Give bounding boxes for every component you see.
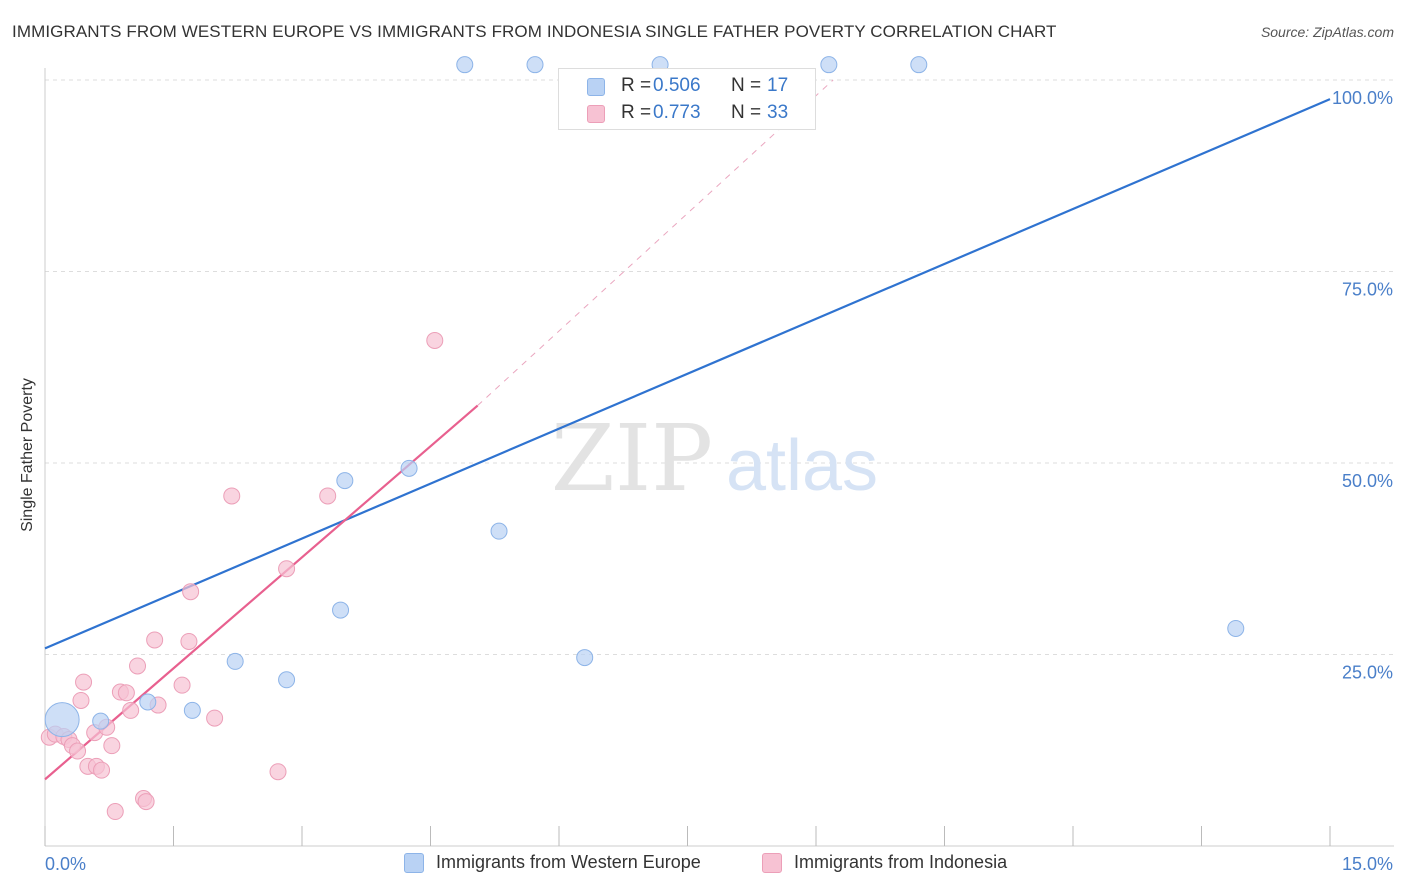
point-western-europe bbox=[183, 701, 201, 719]
legend-r-value: 0.773 bbox=[653, 102, 701, 123]
watermark-atlas: atlas bbox=[726, 426, 878, 506]
point-indonesia bbox=[117, 684, 135, 702]
legend-n-value: 33 bbox=[767, 102, 789, 123]
point-western-europe bbox=[226, 652, 244, 670]
chart-title: IMMIGRANTS FROM WESTERN EUROPE VS IMMIGR… bbox=[12, 22, 1057, 41]
data-points bbox=[40, 56, 1245, 821]
point-indonesia bbox=[426, 331, 444, 349]
point-indonesia bbox=[319, 487, 337, 505]
point-indonesia bbox=[182, 583, 200, 601]
source-label: Source: ZipAtlas.com bbox=[1260, 24, 1394, 40]
y-tick-label: 75.0% bbox=[1342, 280, 1393, 300]
point-indonesia bbox=[75, 673, 93, 691]
point-indonesia bbox=[146, 631, 164, 649]
point-indonesia bbox=[269, 763, 287, 781]
point-western-europe-large bbox=[44, 702, 80, 738]
point-western-europe bbox=[92, 712, 110, 730]
trend-line-indonesia-extension bbox=[477, 79, 834, 406]
point-western-europe bbox=[278, 671, 296, 689]
watermark: ZIP atlas bbox=[551, 405, 878, 512]
x-tick-label: 0.0% bbox=[45, 854, 86, 874]
point-indonesia bbox=[278, 560, 296, 578]
tick-labels: 25.0% 50.0% 75.0% 100.0% 0.0% 15.0% bbox=[45, 88, 1393, 874]
watermark-zip: ZIP bbox=[551, 405, 713, 512]
point-indonesia bbox=[103, 737, 121, 755]
bottom-legend-swatch-blue bbox=[404, 853, 424, 873]
point-indonesia bbox=[206, 709, 224, 727]
point-indonesia bbox=[93, 761, 111, 779]
point-western-europe bbox=[526, 56, 544, 74]
stats-legend: R = 0.506 N = 17 R = 0.773 N = 33 bbox=[558, 68, 816, 130]
legend-n-value: 17 bbox=[767, 75, 789, 96]
point-indonesia bbox=[223, 487, 241, 505]
point-western-europe bbox=[139, 693, 157, 711]
point-western-europe bbox=[490, 522, 508, 540]
point-indonesia bbox=[122, 701, 140, 719]
bottom-legend-swatch-pink bbox=[762, 853, 782, 873]
x-tick-label: 15.0% bbox=[1342, 854, 1393, 874]
point-western-europe bbox=[336, 472, 354, 490]
y-tick-label: 50.0% bbox=[1342, 471, 1393, 491]
y-tick-label: 25.0% bbox=[1342, 663, 1393, 683]
bottom-legend-label: Immigrants from Western Europe bbox=[436, 852, 701, 872]
point-indonesia bbox=[69, 742, 87, 760]
point-western-europe bbox=[820, 56, 838, 74]
point-western-europe bbox=[456, 56, 474, 74]
legend-r-label: R = bbox=[621, 102, 652, 123]
point-western-europe bbox=[576, 649, 594, 667]
point-indonesia bbox=[137, 793, 155, 811]
point-western-europe bbox=[910, 56, 928, 74]
point-indonesia bbox=[173, 676, 191, 694]
legend-n-label: N = bbox=[731, 102, 762, 123]
legend-r-value: 0.506 bbox=[653, 75, 701, 96]
point-indonesia bbox=[72, 691, 90, 709]
point-indonesia bbox=[129, 657, 147, 675]
legend-r-label: R = bbox=[621, 75, 652, 96]
point-indonesia bbox=[106, 803, 124, 821]
trend-line-western-europe bbox=[44, 98, 1331, 650]
bottom-legend-label: Immigrants from Indonesia bbox=[794, 852, 1008, 872]
point-western-europe bbox=[332, 601, 350, 619]
legend-swatch-pink bbox=[587, 105, 605, 123]
legend-n-label: N = bbox=[731, 75, 762, 96]
grid bbox=[45, 79, 1394, 655]
point-western-europe bbox=[400, 459, 418, 477]
point-western-europe bbox=[1227, 619, 1245, 637]
point-indonesia bbox=[180, 632, 198, 650]
y-tick-label: 100.0% bbox=[1332, 88, 1393, 108]
legend-swatch-blue bbox=[587, 78, 605, 96]
